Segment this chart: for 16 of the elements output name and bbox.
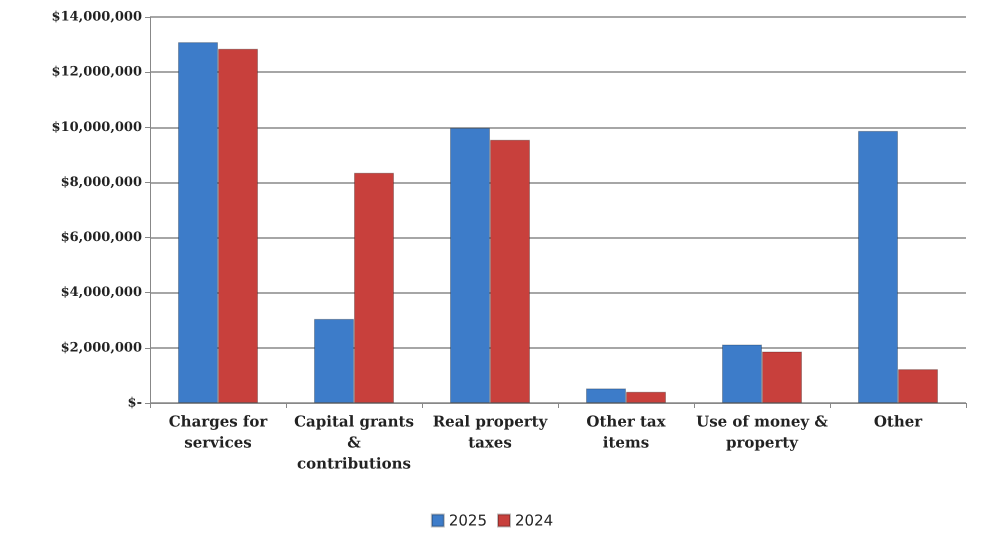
legend-label: 2024 xyxy=(515,512,554,530)
y-tick-label: $14,000,000 xyxy=(52,10,142,24)
x-tick-label: Real property taxes xyxy=(432,412,549,452)
y-tick-label: $12,000,000 xyxy=(52,64,142,80)
y-tick-label: $10,000,000 xyxy=(52,120,142,135)
y-tick-label: $8,000,000 xyxy=(60,174,142,190)
y-tick-label: $4,000,000 xyxy=(60,285,142,300)
y-tick-label: $- xyxy=(128,396,142,410)
x-tick-label: Use of money & property xyxy=(696,412,828,452)
legend-label: 2025 xyxy=(448,512,488,530)
x-tick-label: Charges for services xyxy=(168,412,268,452)
y-tick-label: $6,000,000 xyxy=(60,230,142,246)
x-tick-label: Other xyxy=(874,412,924,430)
y-tick-label: $2,000,000 xyxy=(60,340,142,356)
x-tick-label: Other tax items xyxy=(586,412,667,452)
x-tick-label: Capital grants & contributions xyxy=(294,412,414,472)
